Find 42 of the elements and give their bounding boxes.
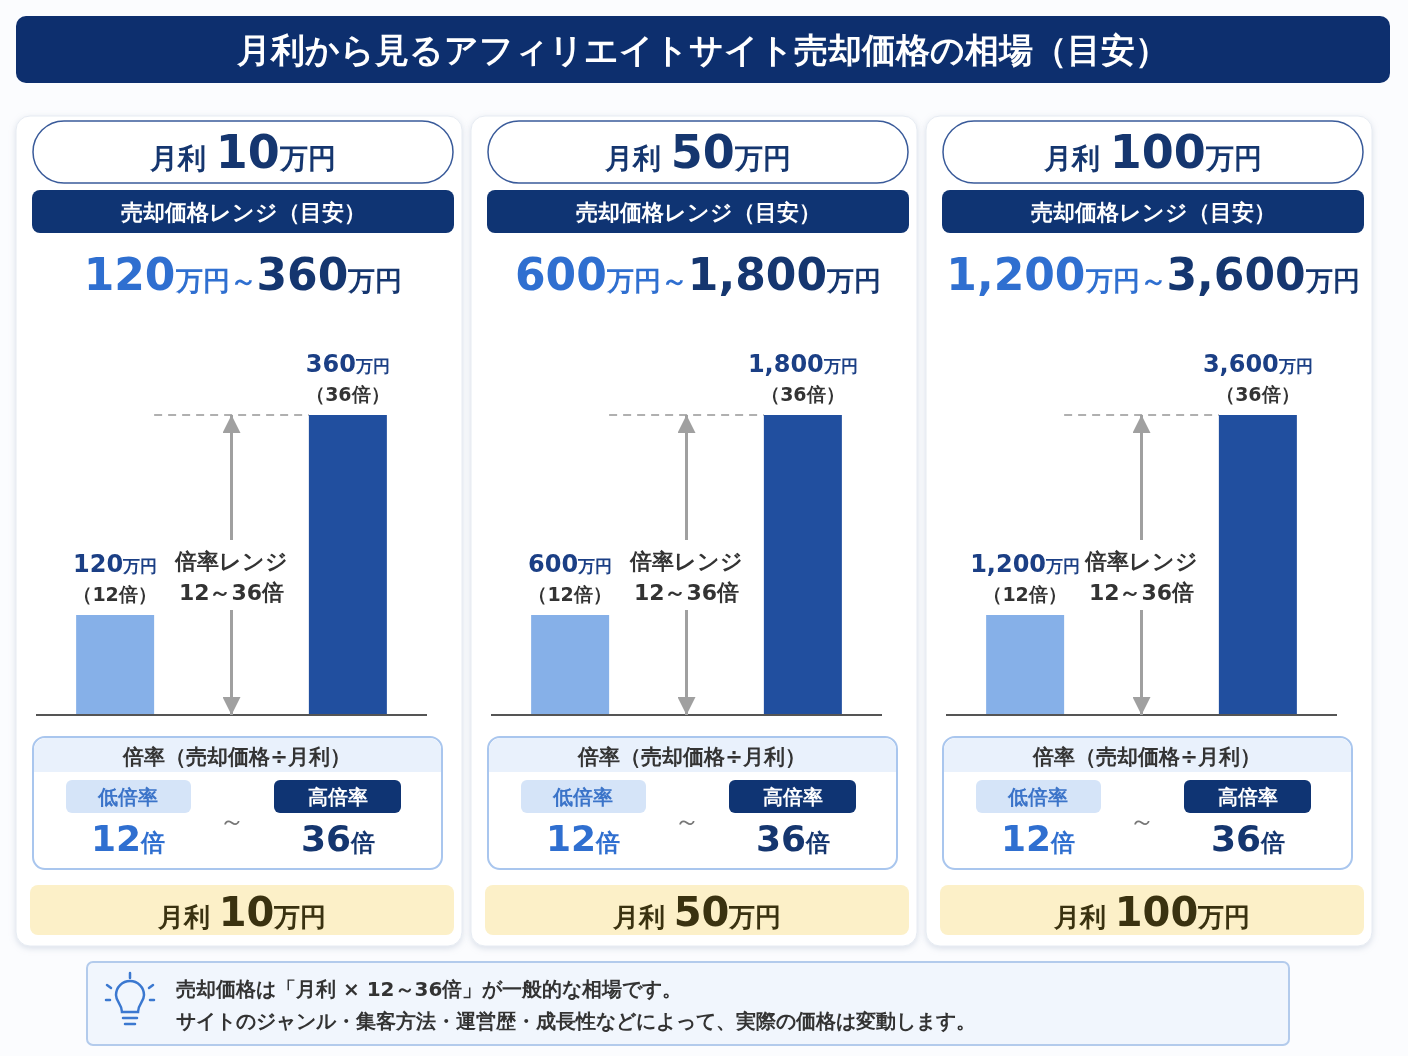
data-label: 120万円（12倍） bbox=[73, 550, 158, 605]
text: 月利から見るアフィリエイトサイト売却価格の相場（目安） bbox=[236, 30, 1169, 70]
chart-title: 月利 10万円 bbox=[149, 125, 336, 179]
text: ～ bbox=[219, 806, 245, 836]
text: 36倍 bbox=[755, 818, 831, 859]
data-label: 360万円（36倍） bbox=[305, 350, 390, 405]
chart-title: 月利 100万円 bbox=[1043, 125, 1262, 179]
text: 売却価格は「月利 × 12～36倍」が一般的な相場です。 bbox=[176, 977, 683, 1001]
text: 低倍率 bbox=[97, 785, 158, 809]
data-label: 1,800万円（36倍） bbox=[747, 350, 858, 405]
text: 倍率（売却価格÷月利） bbox=[122, 745, 351, 769]
text: 月利 10万円 bbox=[156, 889, 327, 935]
text: 低倍率 bbox=[552, 785, 613, 809]
text: 12倍 bbox=[545, 818, 621, 859]
text: 高倍率 bbox=[763, 785, 823, 809]
data-label: 1,200万円（12倍） bbox=[970, 550, 1081, 605]
text: 月利 50万円 bbox=[611, 889, 782, 935]
text: 12倍 bbox=[1000, 818, 1076, 859]
text: 12倍 bbox=[90, 818, 166, 859]
text: サイトのジャンル・集客方法・運営歴・成長性などによって、実際の価格は変動します。 bbox=[176, 1009, 976, 1033]
text: 倍率（売却価格÷月利） bbox=[577, 745, 806, 769]
data-label: 600万円（12倍） bbox=[528, 550, 613, 605]
text: 高倍率 bbox=[1218, 785, 1278, 809]
chart-subtitle: 売却価格レンジ（目安） bbox=[1030, 200, 1276, 225]
chart-title: 月利 50万円 bbox=[604, 125, 791, 179]
text: 36倍 bbox=[1210, 818, 1286, 859]
text: 月利 100万円 bbox=[1052, 889, 1251, 935]
text: ～ bbox=[674, 806, 700, 836]
text: 低倍率 bbox=[1007, 785, 1068, 809]
text: 120万円～360万円 bbox=[83, 249, 403, 300]
chart-subtitle: 売却価格レンジ（目安） bbox=[120, 200, 366, 225]
text: ～ bbox=[1129, 806, 1155, 836]
annotation: 倍率レンジ 12～36倍 bbox=[629, 549, 743, 605]
annotation: 倍率レンジ 12～36倍 bbox=[174, 549, 288, 605]
text: 1,200万円～3,600万円 bbox=[946, 249, 1360, 300]
annotation: 倍率レンジ 12～36倍 bbox=[1084, 549, 1198, 605]
text: 36倍 bbox=[300, 818, 376, 859]
data-label: 3,600万円（36倍） bbox=[1202, 350, 1313, 405]
text: 倍率（売却価格÷月利） bbox=[1032, 745, 1261, 769]
text: 高倍率 bbox=[308, 785, 368, 809]
text: 600万円～1,800万円 bbox=[514, 249, 882, 300]
chart-subtitle: 売却価格レンジ（目安） bbox=[575, 200, 821, 225]
